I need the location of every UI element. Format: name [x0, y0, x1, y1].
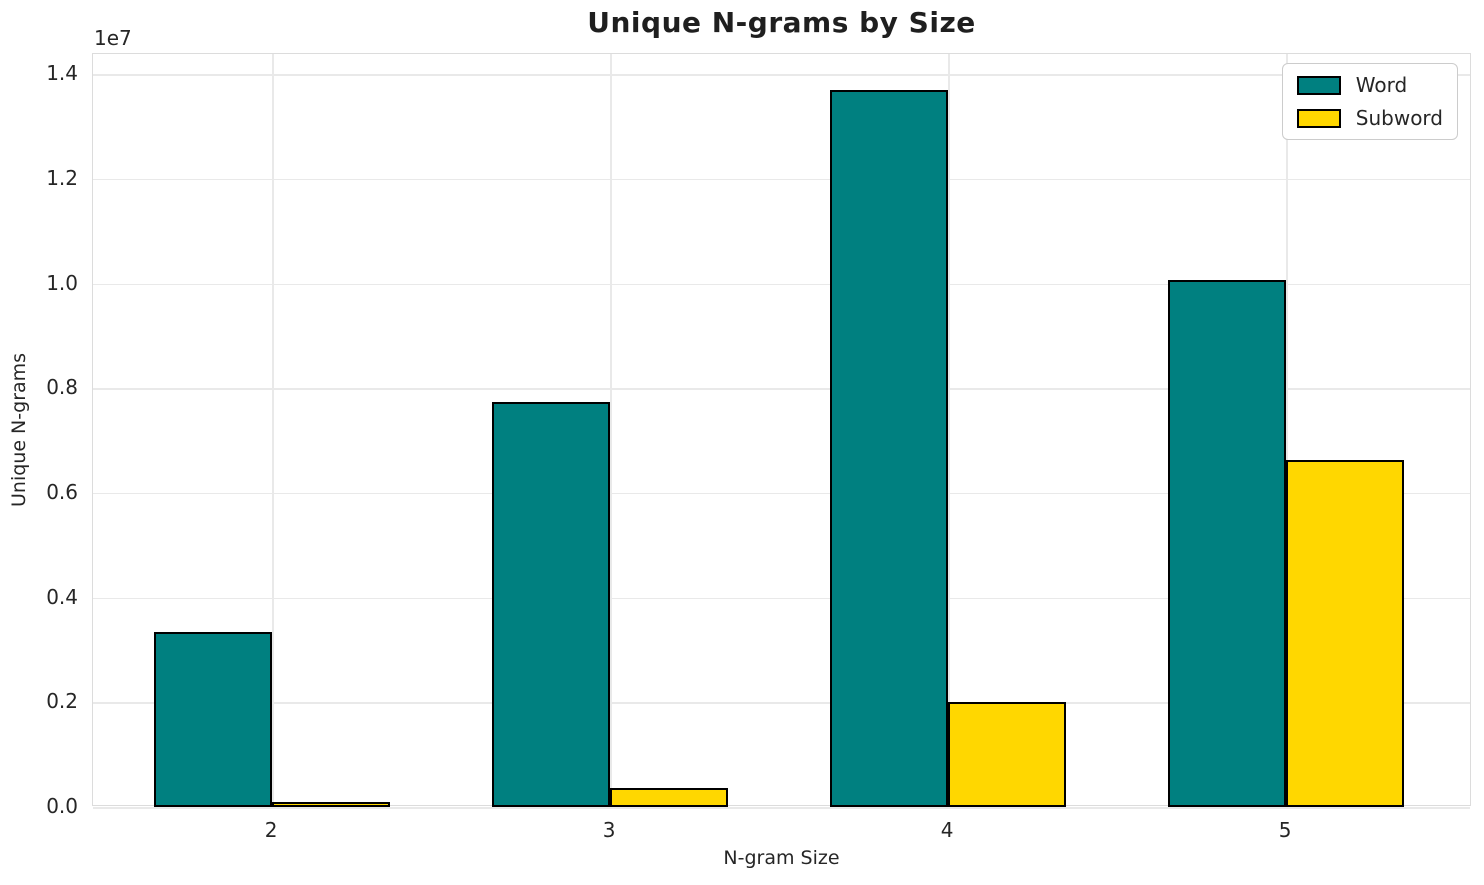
bar-word-5 [1167, 279, 1287, 807]
legend-label-word: Word [1355, 73, 1408, 97]
bar-subword-4 [948, 701, 1067, 807]
v-gridline-5 [1286, 54, 1288, 805]
bar-word-2 [153, 632, 273, 807]
x-tick-label-5: 5 [1278, 818, 1292, 842]
h-gridline-0.4 [93, 597, 1470, 600]
v-gridline-4 [948, 54, 950, 805]
legend-label-subword: Subword [1355, 106, 1443, 130]
legend-entry-subword: Subword [1296, 106, 1443, 130]
legend-swatch-word [1296, 75, 1341, 95]
y-tick-label-0.8: 0.8 [46, 375, 78, 400]
y-tick-label-1.0: 1.0 [46, 270, 78, 295]
x-tick-label-4: 4 [940, 818, 954, 842]
x-tick-label-3: 3 [602, 818, 616, 842]
bar-subword-5 [1286, 459, 1405, 807]
bar-subword-3 [610, 788, 729, 807]
h-gridline-1.2 [93, 178, 1470, 181]
v-gridline-3 [610, 54, 612, 805]
y-axis-offset-text: 1e7 [94, 26, 132, 50]
h-gridline-0.8 [93, 388, 1470, 390]
x-tick-label-2: 2 [264, 818, 278, 842]
bar-word-3 [491, 401, 611, 807]
v-gridline-2 [272, 54, 274, 805]
x-axis-label: N-gram Size [723, 847, 840, 869]
h-gridline-0.0 [93, 807, 1470, 809]
y-tick-label-0.0: 0.0 [46, 794, 78, 818]
y-tick-label-0.2: 0.2 [46, 689, 78, 714]
y-tick-label-0.4: 0.4 [46, 584, 78, 609]
h-gridline-1.4 [93, 74, 1470, 76]
h-gridline-0.2 [93, 702, 1470, 704]
legend-swatch-subword [1296, 108, 1341, 128]
h-gridline-1.0 [93, 283, 1470, 286]
plot-area [92, 53, 1471, 809]
bar-subword-2 [272, 801, 391, 807]
y-tick-label-1.2: 1.2 [46, 165, 78, 190]
chart-title: Unique N-grams by Size [587, 6, 976, 39]
y-tick-label-1.4: 1.4 [46, 61, 78, 86]
h-gridline-0.6 [93, 492, 1470, 495]
y-tick-label-0.6: 0.6 [46, 479, 78, 504]
legend-entry-word: Word [1296, 73, 1443, 97]
legend: Word Subword [1281, 63, 1458, 140]
bar-word-4 [829, 89, 949, 807]
y-axis-label: Unique N-grams [8, 352, 30, 507]
